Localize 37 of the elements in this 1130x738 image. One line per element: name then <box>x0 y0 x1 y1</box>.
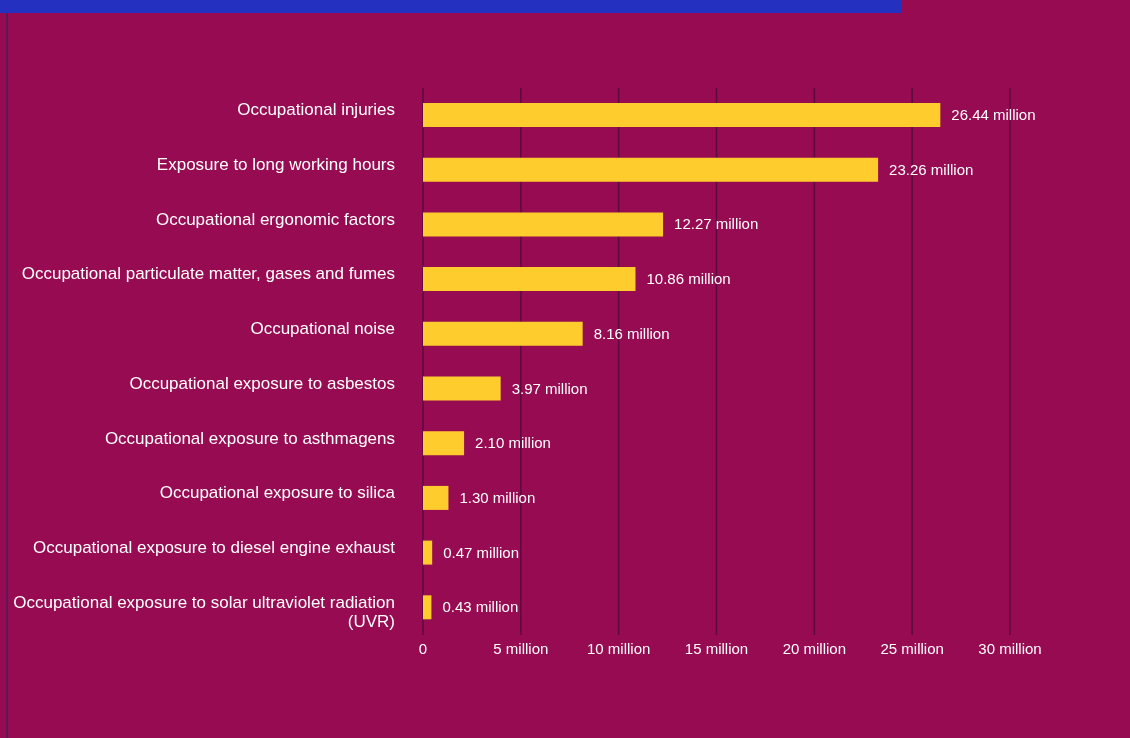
y-tick-label: Occupational noise <box>250 319 395 339</box>
y-tick-label: Occupational ergonomic factors <box>155 209 395 229</box>
data-label: 23.26 million <box>889 160 974 178</box>
y-tick-label: Occupational exposure to asbestos <box>129 373 395 393</box>
x-tick-label: 15 million <box>684 639 749 657</box>
x-tick-label: 0 <box>418 639 428 657</box>
x-tick-label: 10 million <box>586 639 651 657</box>
data-label: 12.27 million <box>674 215 759 233</box>
bar <box>423 321 583 346</box>
bar <box>423 157 879 182</box>
data-label: 8.16 million <box>593 324 670 342</box>
data-label: 26.44 million <box>951 106 1036 123</box>
data-label: 0.43 million <box>442 598 519 616</box>
bar <box>423 212 664 237</box>
data-label: 2.10 million <box>475 434 551 452</box>
x-tick-label: 5 million <box>493 639 549 657</box>
bar <box>423 267 636 292</box>
bar <box>423 431 465 456</box>
y-tick-label: Occupational exposure to diesel engine exhaust <box>33 537 396 557</box>
y-tick-label: Occupational injuries <box>237 100 395 120</box>
data-label: 1.30 million <box>459 488 536 506</box>
bar <box>423 595 432 620</box>
data-label: 3.97 million <box>511 379 588 397</box>
bar <box>423 376 501 401</box>
y-tick-label: Occupational exposure to solar ultraviolet radiation (UVR) <box>13 592 395 631</box>
x-tick-label: 30 million <box>978 639 1042 657</box>
x-tick-label: 20 million <box>782 639 847 657</box>
bar <box>423 485 449 510</box>
data-label: 0.47 million <box>443 543 520 561</box>
y-tick-label: Exposure to long working hours <box>156 155 395 175</box>
y-tick-label: Occupational exposure to asthmagens <box>104 428 395 448</box>
bar <box>423 540 433 565</box>
data-label: 10.86 million <box>646 270 731 288</box>
y-tick-label: Occupational particulate matter, gases and fumes <box>21 264 395 284</box>
bar <box>423 103 941 127</box>
x-tick-label: 25 million <box>880 639 944 657</box>
y-tick-label: Occupational exposure to silica <box>159 483 396 503</box>
